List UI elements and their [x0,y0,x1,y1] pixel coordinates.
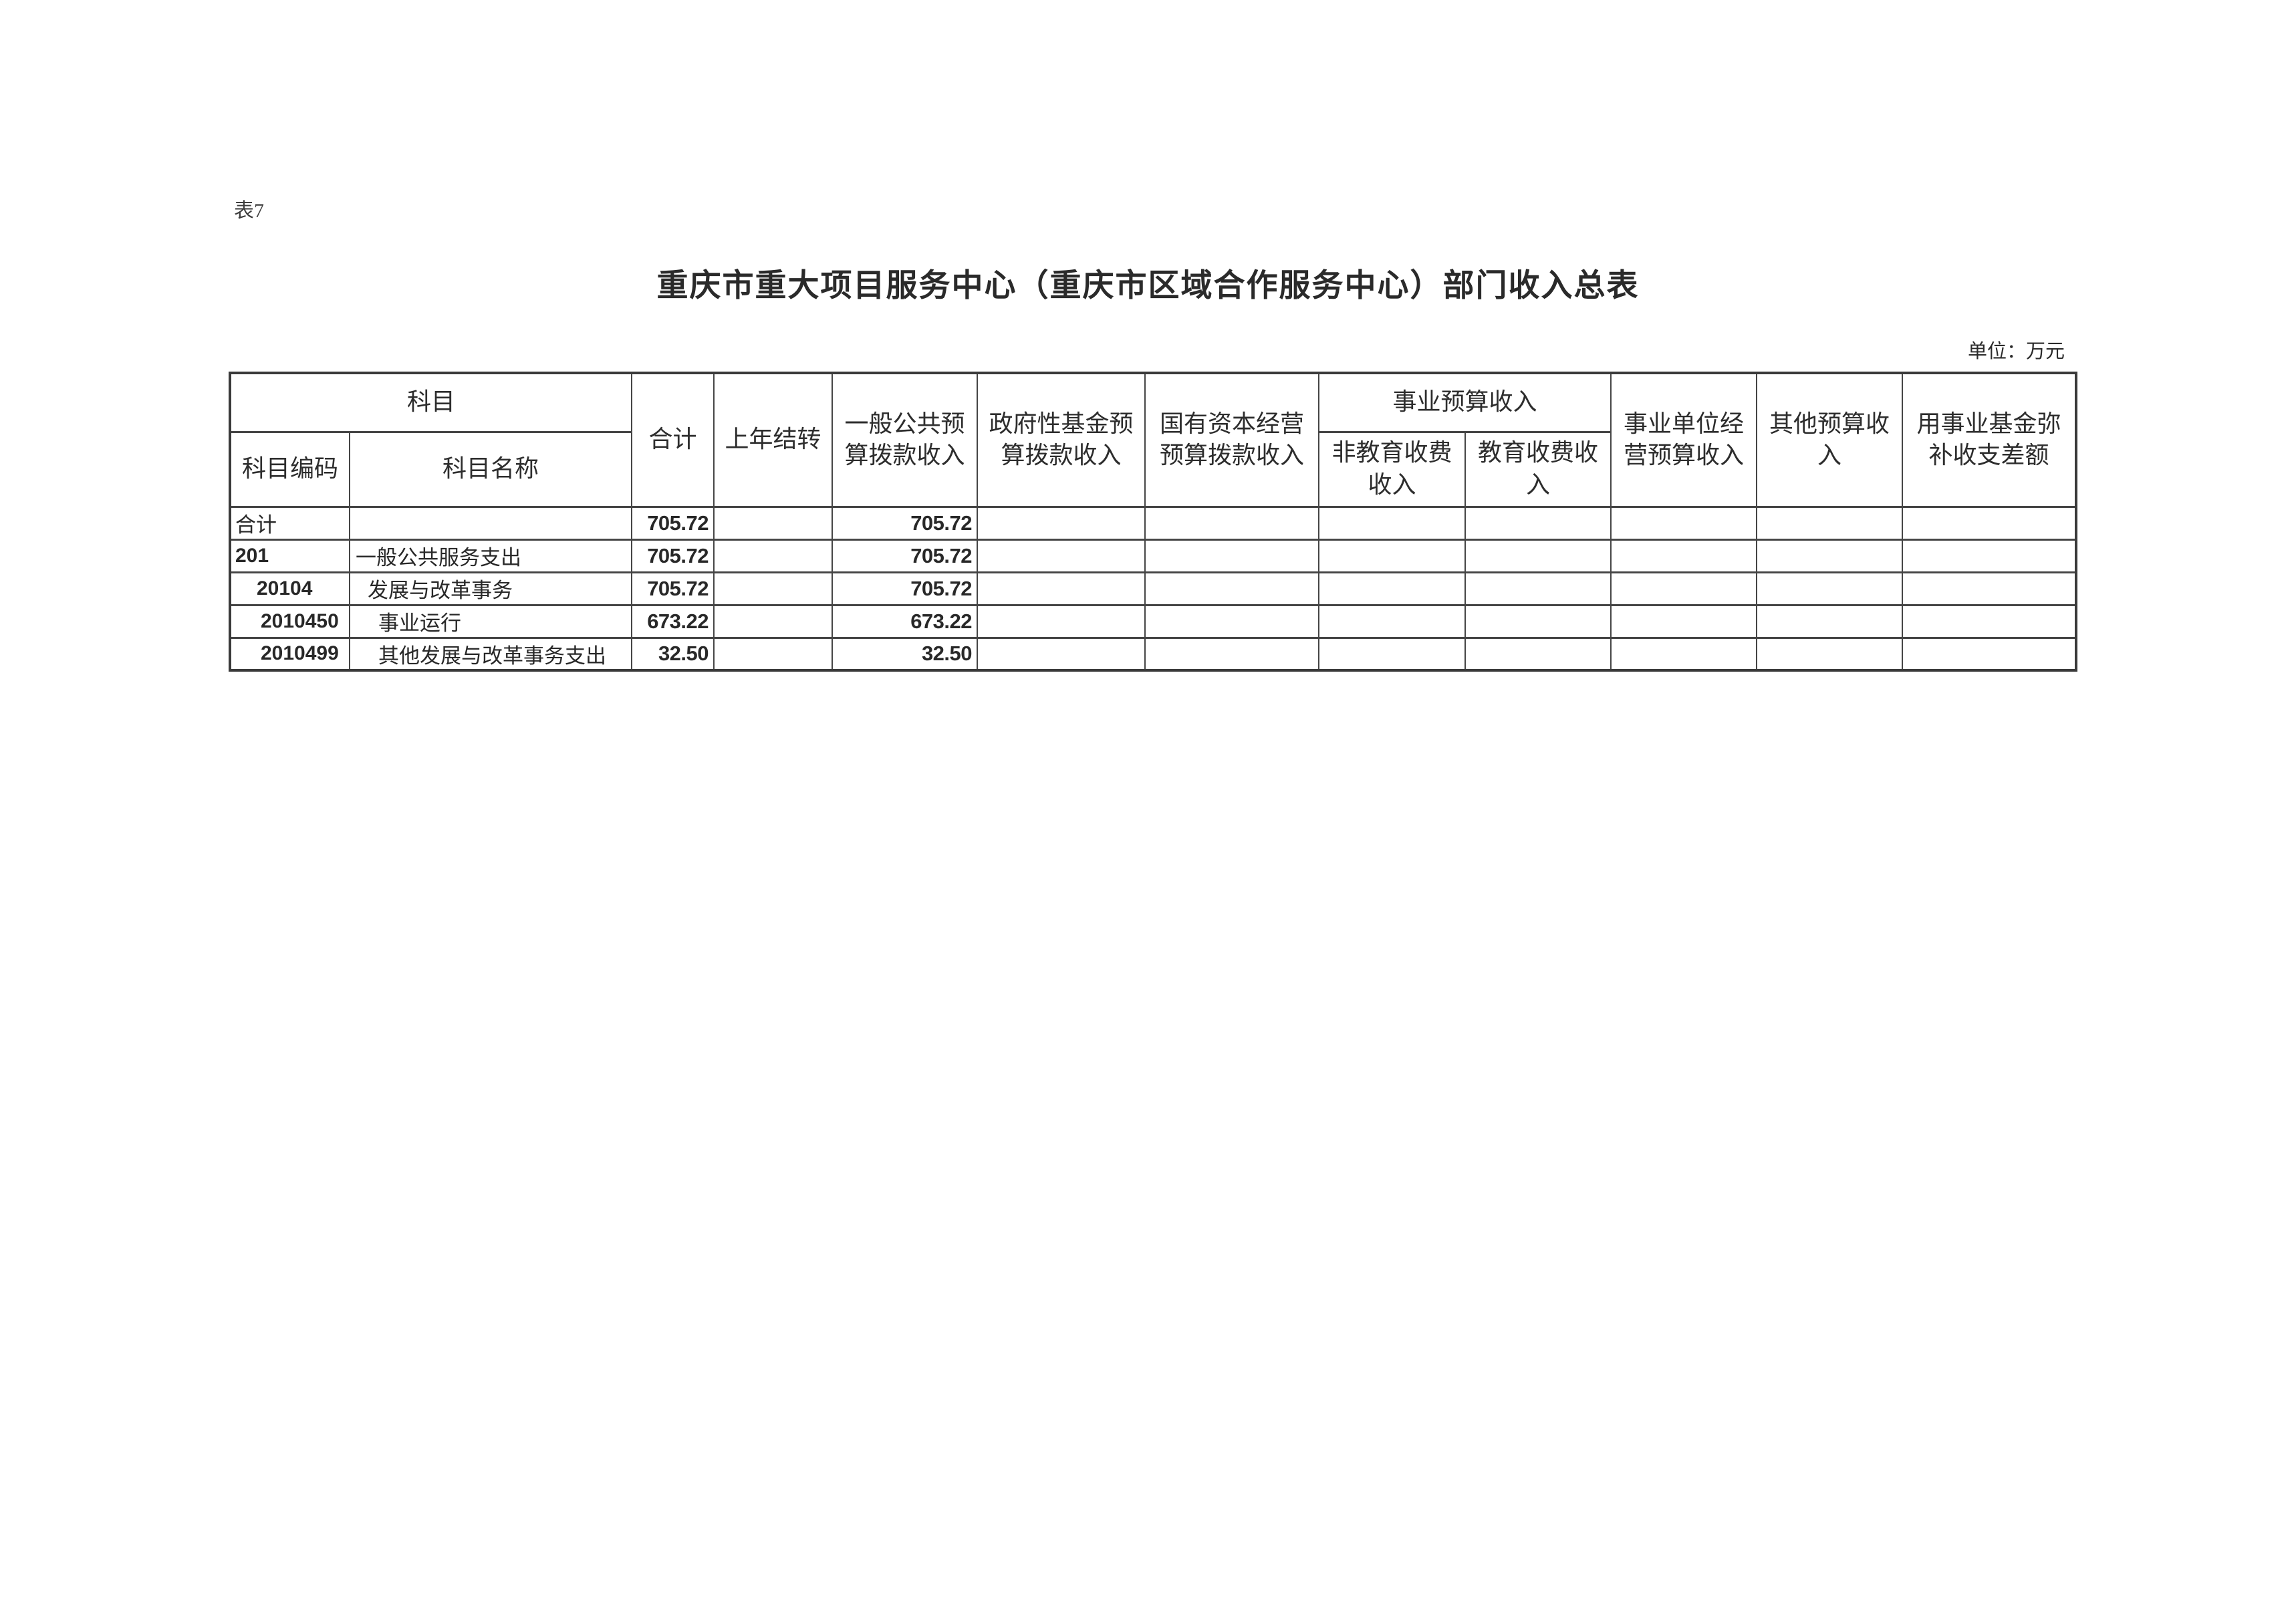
cell-gov-fund-budget [977,603,1146,639]
page-tag: 表7 [234,200,264,222]
cell-fund-subsidy [1902,505,2077,541]
table-row: 合计 705.72 705.72 [229,505,2077,541]
cell-general-public-budget: 705.72 [832,505,979,541]
cell-other-budget [1756,636,1904,672]
cell-education-fee [1464,636,1612,672]
cell-subject-code: 2010499 [229,636,350,672]
col-header-non-education-fee-income: 非教育收费 收入 [1318,430,1466,508]
cell-non-education-fee [1318,538,1466,573]
col-header-other-budget-income: 其他预算收 入 [1756,372,1904,508]
header-row-1: 科目 合计 上年结转 一般公共预 算拨款收入 政府性基金预 算拨款收入 国有资本… [229,372,2077,508]
cell-carryover [713,571,834,606]
cell-education-fee [1464,603,1612,639]
page-title: 重庆市重大项目服务中心（重庆市区域合作服务中心）部门收入总表 [656,269,1640,303]
cell-total: 705.72 [631,538,715,573]
cell-subject-code: 2010450 [229,603,350,639]
cell-general-public-budget: 705.72 [832,538,979,573]
cell-total: 32.50 [631,636,715,672]
cell-state-capital-budget [1144,505,1320,541]
cell-state-capital-budget [1144,636,1320,672]
table-row: 2010450 事业运行 673.22 673.22 [229,603,2077,639]
cell-gov-fund-budget [977,538,1146,573]
cell-subject-name: 事业运行 [348,603,633,639]
cell-carryover [713,505,834,541]
table-body: 合计 705.72 705.72 201 一般公共服务支出 705.72 705.72 201… [229,505,2077,672]
cell-other-budget [1756,505,1904,541]
col-header-subject-name: 科目名称 [348,430,633,508]
cell-non-education-fee [1318,571,1466,606]
cell-subject-name [348,505,633,541]
cell-state-capital-budget [1144,538,1320,573]
cell-gov-fund-budget [977,505,1146,541]
cell-state-capital-budget [1144,603,1320,639]
cell-state-capital-budget [1144,571,1320,606]
cell-total: 705.72 [631,505,715,541]
col-header-education-fee-income: 教育收费收 入 [1464,430,1612,508]
cell-fund-subsidy [1902,603,2077,639]
cell-fund-subsidy [1902,636,2077,672]
income-summary-table: 科目 合计 上年结转 一般公共预 算拨款收入 政府性基金预 算拨款收入 国有资本… [229,372,2078,672]
cell-institution-operating [1610,538,1758,573]
cell-total: 673.22 [631,603,715,639]
cell-subject-name: 其他发展与改革事务支出 [348,636,633,672]
unit-label: 单位：万元 [1967,341,2065,362]
table-row: 20104 发展与改革事务 705.72 705.72 [229,571,2077,606]
table-row: 201 一般公共服务支出 705.72 705.72 [229,538,2077,573]
col-header-institution-operating-income: 事业单位经 营预算收入 [1610,372,1758,508]
cell-subject-code: 合计 [229,505,350,541]
cell-gov-fund-budget [977,636,1146,672]
col-header-general-public-budget: 一般公共预 算拨款收入 [832,372,979,508]
cell-fund-subsidy [1902,571,2077,606]
col-header-carryover: 上年结转 [713,372,834,508]
cell-carryover [713,603,834,639]
cell-general-public-budget: 32.50 [832,636,979,672]
col-header-state-capital-budget: 国有资本经营 预算拨款收入 [1144,372,1320,508]
cell-gov-fund-budget [977,571,1146,606]
cell-general-public-budget: 673.22 [832,603,979,639]
cell-institution-operating [1610,505,1758,541]
cell-non-education-fee [1318,603,1466,639]
col-header-subject-code: 科目编码 [229,430,350,508]
cell-total: 705.72 [631,571,715,606]
cell-non-education-fee [1318,505,1466,541]
cell-subject-code: 201 [229,538,350,573]
cell-subject-name: 一般公共服务支出 [348,538,633,573]
cell-other-budget [1756,603,1904,639]
cell-education-fee [1464,538,1612,573]
col-header-fund-balance-subsidy: 用事业基金弥 补收支差额 [1902,372,2077,508]
cell-carryover [713,538,834,573]
col-header-total: 合计 [631,372,715,508]
cell-education-fee [1464,505,1612,541]
col-header-institution-budget-income: 事业预算收入 [1318,372,1612,433]
cell-other-budget [1756,538,1904,573]
cell-fund-subsidy [1902,538,2077,573]
cell-general-public-budget: 705.72 [832,571,979,606]
cell-subject-code: 20104 [229,571,350,606]
cell-institution-operating [1610,571,1758,606]
col-header-gov-fund-budget: 政府性基金预 算拨款收入 [977,372,1146,508]
cell-institution-operating [1610,603,1758,639]
cell-subject-name: 发展与改革事务 [348,571,633,606]
cell-non-education-fee [1318,636,1466,672]
table-row: 2010499 其他发展与改革事务支出 32.50 32.50 [229,636,2077,672]
cell-carryover [713,636,834,672]
cell-education-fee [1464,571,1612,606]
cell-institution-operating [1610,636,1758,672]
table-header: 科目 合计 上年结转 一般公共预 算拨款收入 政府性基金预 算拨款收入 国有资本… [229,372,2077,508]
cell-other-budget [1756,571,1904,606]
header-row-2: 科目编码 科目名称 非教育收费 收入 教育收费收 入 [229,430,2076,508]
col-header-subject: 科目 [229,372,633,433]
